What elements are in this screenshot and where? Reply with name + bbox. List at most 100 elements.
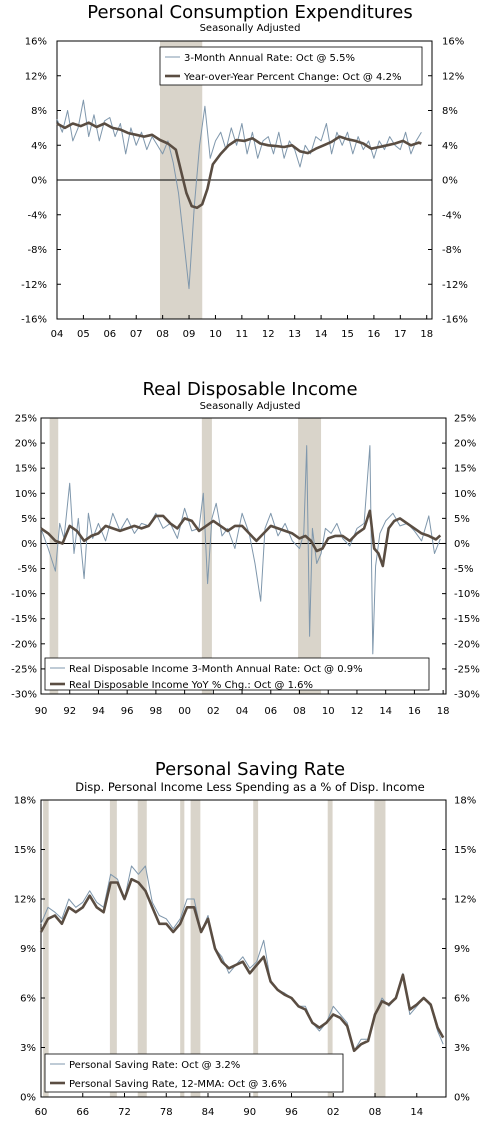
chart-3-subtitle: Disp. Personal Income Less Spending as a… [75, 780, 425, 794]
x-tick-label: 78 [160, 1107, 173, 1118]
recession-bar [253, 800, 259, 1097]
series-line-2 [39, 877, 445, 1053]
x-tick-label: 98 [150, 706, 163, 717]
y-tick-label-left: 15% [14, 845, 36, 856]
x-tick-label: 08 [156, 329, 169, 340]
y-tick-label-left: 9% [20, 944, 36, 955]
y-tick-label-right: 16% [442, 37, 464, 48]
chart-3: 0% 0% 3% 3% 6% 6% 9% 9% 12% 12% 15% 15% 18% 18% 60 66 72… [14, 796, 476, 1119]
y-tick-label-left: 10% [15, 489, 37, 500]
y-tick-label-right: -8% [442, 245, 461, 256]
x-tick-label: 14 [410, 1107, 423, 1118]
y-tick-label-right: -30% [454, 690, 480, 701]
x-tick-label: 04 [51, 329, 64, 340]
legend-box [44, 1053, 344, 1093]
x-tick-label: 96 [285, 1107, 298, 1118]
series-line-2 [56, 121, 422, 210]
y-tick-label-right: 25% [454, 414, 476, 425]
y-tick-label-right: 0% [442, 176, 458, 187]
y-tick-label-right: -10% [454, 589, 480, 600]
x-tick-label: 92 [63, 706, 76, 717]
y-tick-label-left: -4% [28, 210, 47, 221]
x-tick-label: 66 [76, 1107, 89, 1118]
x-tick-label: 12 [262, 329, 275, 340]
y-tick-label-left: 4% [31, 141, 47, 152]
y-tick-label-right: 18% [454, 796, 476, 807]
recession-bar [298, 418, 322, 694]
x-tick-label: 02 [207, 706, 220, 717]
plot-frame [40, 417, 447, 695]
chart-1: -16% -16% -12% -12% -8% -8% -4% -4% 0% 0% 4% 4% 8% 8%… [21, 37, 468, 341]
y-tick-label-left: 8% [31, 106, 47, 117]
y-tick-label-left: 3% [20, 1043, 36, 1054]
x-tick-label: 94 [92, 706, 105, 717]
y-tick-label-left: 15% [15, 464, 37, 475]
y-tick-label-right: 5% [454, 514, 470, 525]
chart-1-title: Personal Consumption Expenditures [87, 2, 413, 23]
legend-entry: Year-over-Year Percent Change: Oct @ 4.2… [183, 72, 401, 83]
x-tick-label: 60 [35, 1107, 48, 1118]
series-line-1 [40, 445, 441, 655]
y-tick-label-left: -15% [11, 614, 37, 625]
x-tick-label: 10 [322, 706, 335, 717]
recession-bar [180, 800, 185, 1097]
x-tick-label: 09 [183, 329, 196, 340]
legend-entry: Real Disposable Income 3-Month Annual Ra… [69, 664, 363, 675]
x-tick-label: 02 [327, 1107, 340, 1118]
y-tick-label-right: 6% [454, 994, 470, 1005]
recession-bar [49, 418, 59, 694]
y-tick-label-right: 12% [442, 71, 464, 82]
y-tick-label-left: 12% [14, 895, 36, 906]
y-tick-label-right: 0% [454, 1093, 470, 1104]
x-tick-label: 00 [178, 706, 191, 717]
y-tick-label-left: -10% [11, 589, 37, 600]
recession-bar [374, 800, 386, 1097]
y-tick-label-right: -12% [442, 280, 468, 291]
x-tick-label: 18 [437, 706, 450, 717]
x-tick-label: 16 [408, 706, 421, 717]
y-tick-label-left: -5% [18, 564, 37, 575]
y-tick-label-right: 3% [454, 1043, 470, 1054]
y-tick-label-right: 4% [442, 141, 458, 152]
x-tick-label: 08 [369, 1107, 382, 1118]
x-tick-label: 04 [236, 706, 249, 717]
x-tick-label: 17 [394, 329, 407, 340]
series-line-2 [40, 509, 442, 568]
y-tick-label-right: -5% [454, 564, 473, 575]
x-tick-label: 06 [103, 329, 116, 340]
y-tick-label-right: 9% [454, 944, 470, 955]
x-tick-label: 18 [420, 329, 433, 340]
x-tick-label: 14 [379, 706, 392, 717]
legend-entry: 3-Month Annual Rate: Oct @ 5.5% [184, 53, 355, 64]
x-tick-label: 06 [264, 706, 277, 717]
recession-bar [327, 800, 333, 1097]
y-tick-label-left: 12% [25, 71, 47, 82]
y-tick-label-right: -25% [454, 664, 480, 675]
y-tick-label-left: -20% [11, 639, 37, 650]
y-tick-label-right: 15% [454, 845, 476, 856]
y-tick-label-left: 0% [31, 176, 47, 187]
x-tick-label: 84 [202, 1107, 215, 1118]
y-tick-label-right: -16% [442, 315, 468, 326]
legend-entry: Real Disposable Income YoY % Chg.: Oct @… [69, 680, 313, 691]
y-tick-label-right: 12% [454, 895, 476, 906]
chart-2-title: Real Disposable Income [142, 379, 358, 400]
y-tick-label-left: 6% [20, 994, 36, 1005]
y-tick-label-left: 16% [25, 37, 47, 48]
y-tick-label-left: 18% [14, 796, 36, 807]
x-tick-label: 07 [130, 329, 143, 340]
recession-bar [43, 800, 49, 1097]
chart-2-subtitle: Seasonally Adjusted [199, 401, 301, 412]
y-tick-label-left: 0% [21, 539, 37, 550]
x-tick-label: 11 [235, 329, 248, 340]
y-tick-label-right: -4% [442, 210, 461, 221]
x-tick-label: 14 [315, 329, 328, 340]
x-tick-label: 15 [341, 329, 354, 340]
y-tick-label-left: -8% [28, 245, 47, 256]
x-tick-label: 16 [368, 329, 381, 340]
y-tick-label-left: -30% [11, 690, 37, 701]
chart-3-title: Personal Saving Rate [154, 759, 346, 780]
y-tick-label-right: 15% [454, 464, 476, 475]
y-tick-label-left: 20% [15, 439, 37, 450]
